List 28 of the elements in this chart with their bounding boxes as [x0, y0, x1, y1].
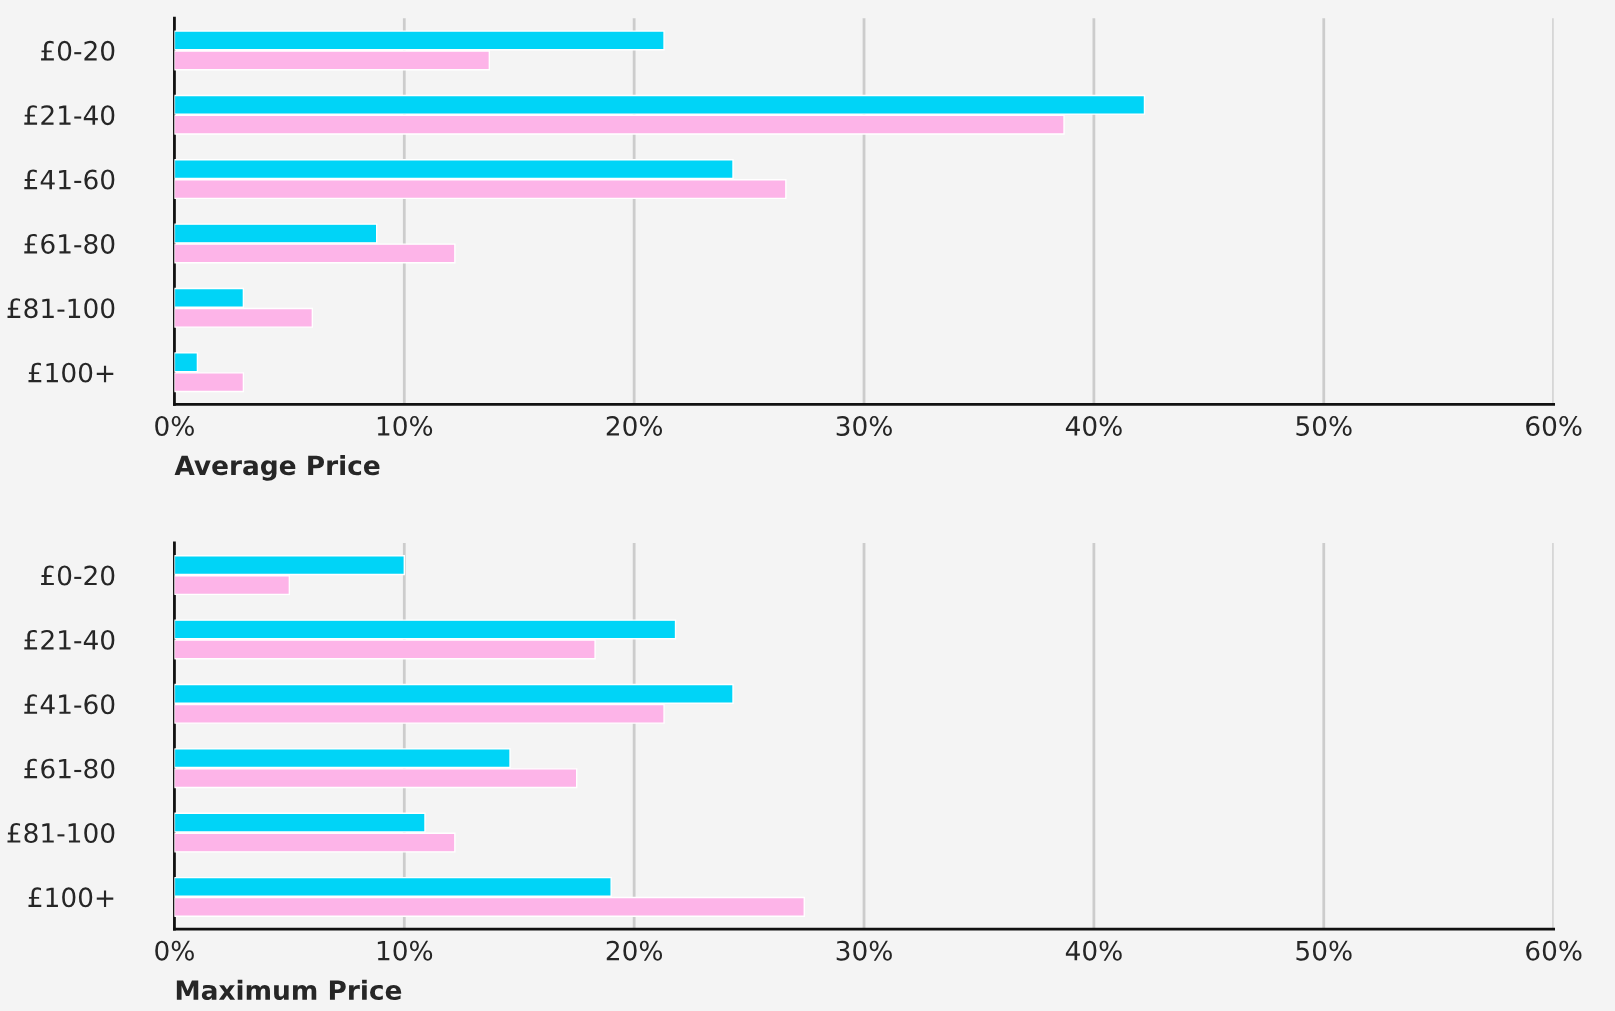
- x-tick-label: 30%: [836, 415, 892, 436]
- y-tick-label: £0-20: [41, 565, 115, 586]
- y-tick-label: £21-40: [24, 105, 115, 126]
- x-tick-label: 50%: [1296, 415, 1352, 436]
- x-tick-label: 10%: [377, 415, 433, 436]
- x-tick-label: 0%: [155, 415, 194, 436]
- x-tick-label: 60%: [1526, 415, 1582, 436]
- x-tick-label: 10%: [377, 940, 433, 961]
- y-tick-label: £100+: [28, 887, 114, 908]
- x-tick-label: 60%: [1526, 940, 1582, 961]
- x-tick-label: 20%: [606, 415, 663, 436]
- y-tick-label: £41-60: [24, 694, 115, 715]
- y-tick-label: £21-40: [24, 629, 115, 650]
- x-axis-title: Average Price: [174, 454, 380, 481]
- x-tick-label: 40%: [1065, 940, 1122, 961]
- y-tick-label: £61-80: [24, 758, 115, 779]
- x-tick-label: 40%: [1065, 415, 1122, 436]
- x-tick-label: 20%: [606, 940, 663, 961]
- x-axis-title: Maximum Price: [176, 979, 402, 1001]
- y-tick-label: £100+: [28, 362, 114, 383]
- x-tick-label: 0%: [155, 940, 194, 961]
- x-tick-label: 50%: [1296, 940, 1352, 961]
- y-tick-label: £0-20: [41, 40, 115, 61]
- y-tick-label: £41-60: [24, 169, 115, 190]
- y-tick-label: £81-100: [7, 298, 115, 319]
- y-tick-label: £81-100: [7, 823, 115, 843]
- y-tick-label: £61-80: [24, 233, 115, 254]
- x-tick-label: 30%: [836, 940, 892, 961]
